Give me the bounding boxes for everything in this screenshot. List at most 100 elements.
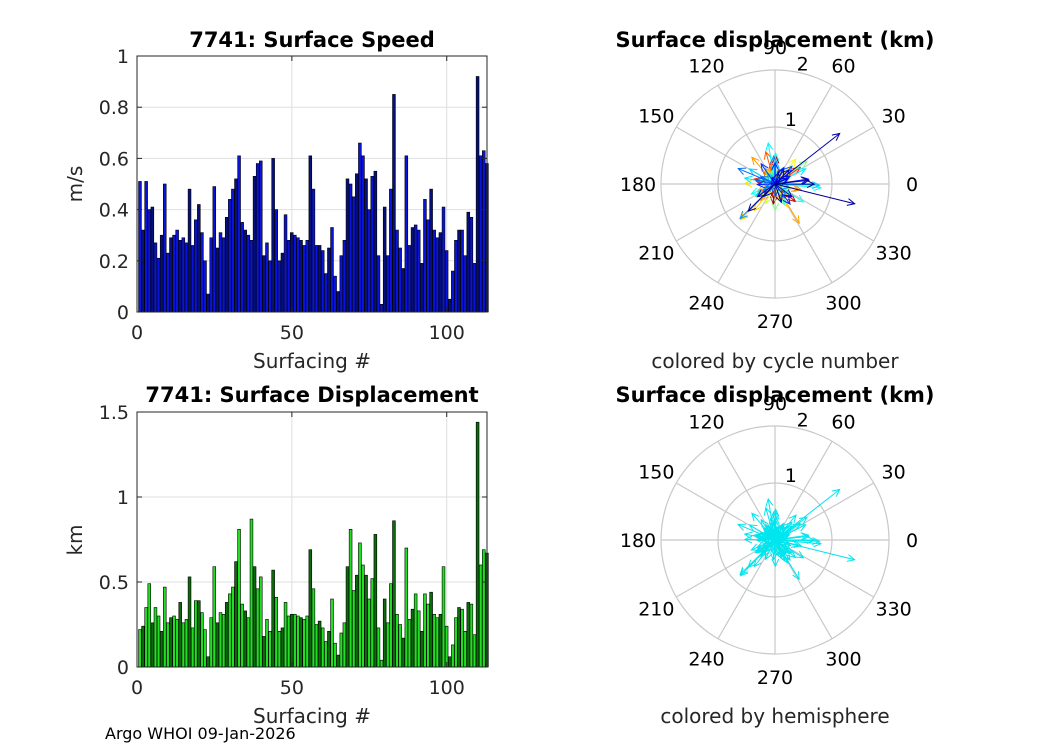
displacement-ytick-label: 1.5 — [99, 402, 129, 424]
rose-hemisphere-arrowhead — [801, 533, 811, 541]
speed-bar — [361, 155, 365, 313]
rose-hemisphere-arrowhead — [783, 545, 793, 554]
displacement-bar — [373, 534, 378, 668]
rose-hemisphere-arrow — [774, 528, 779, 541]
displacement-bar — [379, 659, 384, 668]
displacement-bar — [311, 588, 316, 668]
rose-cycle-angle-label: 90 — [763, 37, 787, 59]
speed-bar — [367, 209, 371, 313]
speed-bar — [203, 260, 207, 313]
speed-ytick-label: 1 — [117, 46, 129, 68]
rose-hemisphere-angle-label: 90 — [763, 393, 787, 415]
rose-cycle-arrowhead — [788, 158, 797, 168]
rose-cycle-spoke — [774, 126, 875, 185]
speed-bar — [197, 204, 201, 313]
rose-hemisphere-arrowhead — [771, 558, 780, 568]
speed-bar — [187, 188, 192, 313]
rose-cycle-arrowhead — [800, 176, 810, 184]
displacement-bar — [336, 654, 340, 668]
rose-cycle-arrowhead — [772, 171, 781, 181]
displacement-bar — [166, 622, 170, 668]
rose-hemisphere-spoke — [774, 440, 833, 541]
speed-bar — [243, 229, 248, 313]
rose-hemisphere-arrow — [774, 535, 810, 541]
speed-bar — [259, 160, 263, 313]
speed-bar — [482, 150, 486, 313]
displacement-bar — [472, 634, 477, 668]
displacement-bar — [280, 627, 285, 668]
speed-bar — [228, 199, 232, 313]
speed-bar — [286, 240, 291, 313]
rose-cycle-arrowhead — [756, 180, 765, 189]
displacement-bar — [417, 610, 421, 668]
displacement-bar — [432, 613, 436, 668]
speed-bar — [317, 245, 322, 313]
rose-hemisphere-arrowhead — [763, 506, 772, 516]
displacement-bar — [221, 613, 226, 668]
rose-hemisphere-arrowhead — [753, 558, 762, 568]
rose-cycle-arrowhead — [748, 168, 758, 176]
speed-bar — [345, 178, 350, 313]
displacement-bar — [460, 608, 464, 668]
speed-bar — [147, 209, 151, 313]
displacement-bar — [255, 588, 260, 668]
displacement-bar — [308, 549, 313, 668]
speed-bar — [153, 242, 158, 313]
displacement-axes-box — [136, 411, 488, 668]
speed-axes-box — [136, 55, 488, 313]
rose-cycle-arrow — [774, 183, 791, 205]
speed-xtick-label: 100 — [429, 322, 465, 344]
rose-cycle-arrowhead — [801, 177, 811, 185]
speed-bar — [296, 237, 300, 313]
displacement-bar — [454, 617, 458, 668]
speed-bar — [221, 237, 226, 313]
rose-hemisphere-arrowhead — [793, 540, 803, 549]
speed-bar — [420, 263, 424, 313]
speed-bar — [280, 252, 285, 313]
rose-hemisphere-arrow — [771, 533, 776, 541]
speed-bar — [435, 237, 440, 313]
rose-hemisphere-arrowhead — [775, 550, 783, 560]
rose-cycle-angle-label: 270 — [757, 311, 793, 333]
speed-bar — [215, 247, 220, 313]
displacement-bar — [401, 637, 405, 668]
displacement-bar — [159, 630, 164, 668]
displacement-bar — [141, 625, 145, 668]
displacement-bar — [355, 574, 359, 668]
displacement-bar — [482, 549, 486, 668]
speed-xtick-label: 50 — [280, 322, 304, 344]
speed-bar — [159, 234, 164, 313]
speed-bar — [401, 268, 405, 313]
rose-cycle-arrowhead — [771, 161, 780, 171]
displacement-bar — [429, 591, 433, 668]
rose-hemisphere-arrowhead — [811, 537, 821, 545]
displacement-bar — [370, 578, 375, 668]
displacement-title: 7741: Surface Displacement — [145, 383, 478, 407]
speed-bar — [184, 242, 189, 313]
displacement-bar — [246, 617, 251, 668]
rose-hemisphere-arrowhead — [765, 497, 774, 507]
displacement-bar — [172, 615, 176, 668]
displacement-bar — [342, 622, 347, 668]
displacement-bar — [228, 593, 232, 668]
speed-bar — [389, 188, 393, 313]
speed-bar — [252, 176, 257, 313]
displacement-bar — [283, 602, 288, 668]
rose-hemisphere-arrowhead — [770, 510, 778, 520]
rose-hemisphere-angle-label: 240 — [688, 649, 724, 671]
displacement-bar — [169, 617, 173, 668]
speed-bar — [209, 237, 213, 313]
speed-bar — [407, 245, 412, 313]
displacement-bar — [206, 656, 210, 668]
rose-hemisphere-arrowhead — [739, 567, 749, 577]
rose-cycle-arrowhead — [795, 194, 805, 203]
rose-hemisphere-title: Surface displacement (km) — [615, 383, 934, 407]
displacement-xtick-label: 0 — [131, 677, 143, 699]
rose-cycle-angle-label: 180 — [620, 174, 656, 196]
speed-bar — [469, 216, 474, 313]
rose-cycle-arrowhead — [764, 195, 772, 205]
speed-bar — [262, 255, 266, 313]
rose-cycle-angle-label: 120 — [688, 55, 724, 77]
displacement-bar — [147, 583, 151, 668]
